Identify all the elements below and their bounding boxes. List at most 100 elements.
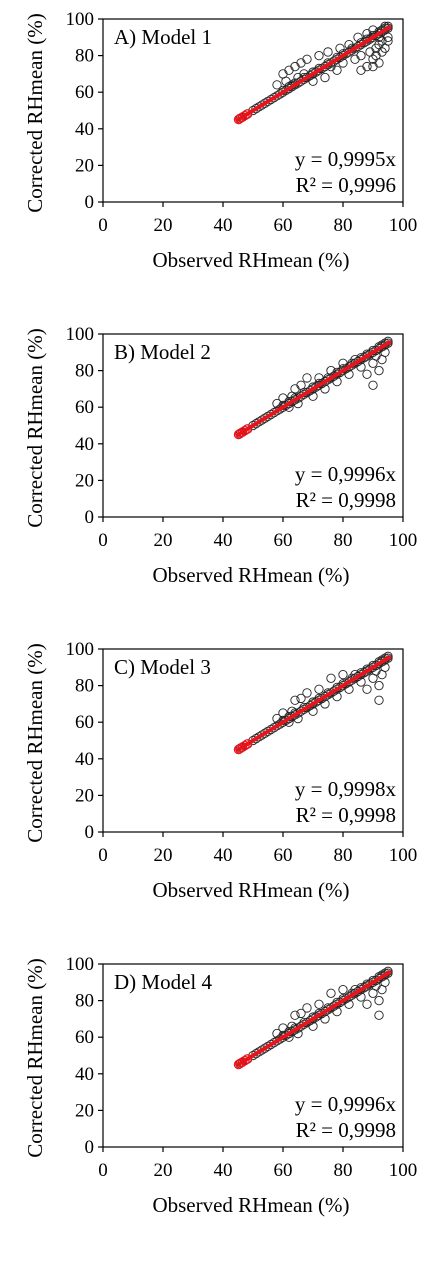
data-point <box>308 1021 318 1031</box>
y-tick-label: 80 <box>75 46 94 67</box>
data-point <box>380 977 390 987</box>
x-tick-label: 80 <box>334 1160 353 1181</box>
panel-label: C) Model 3 <box>114 655 211 679</box>
y-tick-label: 0 <box>85 507 95 528</box>
scatter-panel-4: 0 20 40 60 80 100 0 20 40 60 80 100 Observed RHmean … <box>23 954 417 1217</box>
data-point <box>362 981 372 991</box>
data-point <box>296 693 306 704</box>
data-point <box>284 65 294 75</box>
data-point <box>356 50 366 61</box>
r-squared-label: R² = 0,9996 <box>296 173 396 197</box>
data-point <box>308 76 318 86</box>
x-tick-label: 40 <box>214 530 233 551</box>
data-point <box>314 50 324 61</box>
data-point <box>296 380 306 390</box>
trendline <box>236 655 392 752</box>
regression-equation: y = 0,9998x <box>295 777 397 801</box>
data-point <box>356 65 366 75</box>
data-point <box>338 358 348 368</box>
data-point <box>272 1028 282 1039</box>
x-tick-label: 20 <box>154 1160 173 1181</box>
y-tick-label: 60 <box>75 1027 94 1048</box>
y-tick-label: 60 <box>75 712 94 733</box>
data-point <box>314 373 324 383</box>
y-tick-label: 100 <box>66 324 95 345</box>
x-tick-label: 20 <box>154 530 173 551</box>
data-point <box>383 36 393 46</box>
data-point <box>320 384 330 394</box>
plot-frame <box>102 963 404 1148</box>
x-tick-label: 80 <box>334 215 353 236</box>
y-tick-label: 100 <box>66 954 95 975</box>
x-tick-label: 60 <box>274 215 293 236</box>
y-tick-label: 40 <box>75 749 94 770</box>
data-point <box>326 365 336 376</box>
highlight-point <box>235 428 245 439</box>
x-axis-title: Observed RHmean (%) <box>152 1193 349 1217</box>
x-axis-title: Observed RHmean (%) <box>152 248 349 272</box>
scatter-panel-3: 0 20 40 60 80 100 0 20 40 60 80 100 Observed RHmean … <box>23 639 418 902</box>
x-tick-label: 40 <box>214 1160 233 1181</box>
x-tick-label: 0 <box>98 1160 108 1181</box>
data-point <box>272 80 282 90</box>
data-point <box>320 72 330 83</box>
data-point <box>362 999 372 1009</box>
data-point <box>272 398 282 409</box>
y-tick-label: 40 <box>75 434 94 455</box>
data-point <box>308 706 318 716</box>
highlight-point <box>240 1055 250 1066</box>
trendline <box>236 970 392 1067</box>
highlight-point <box>240 740 250 751</box>
highlight-point <box>235 113 245 124</box>
y-tick-label: 60 <box>75 397 94 418</box>
trendline <box>236 25 392 122</box>
y-tick-label: 20 <box>75 785 94 806</box>
y-tick-label: 80 <box>75 991 94 1012</box>
y-tick-label: 100 <box>66 9 95 30</box>
data-point <box>380 347 390 357</box>
x-tick-label: 60 <box>274 1160 293 1181</box>
data-point <box>332 1006 342 1017</box>
data-point <box>383 32 393 42</box>
highlight-point <box>242 739 253 749</box>
plot-frame <box>102 333 404 518</box>
y-tick-label: 80 <box>75 676 94 697</box>
y-tick-label: 0 <box>85 822 95 843</box>
data-point <box>278 1023 288 1033</box>
x-tick-label: 40 <box>214 215 233 236</box>
observed-points <box>236 651 393 753</box>
data-point <box>338 984 348 995</box>
x-tick-label: 80 <box>334 530 353 551</box>
data-point <box>377 47 387 57</box>
y-tick-label: 40 <box>75 119 94 140</box>
data-point <box>368 25 378 35</box>
data-point <box>308 391 318 401</box>
highlight-point <box>237 427 248 437</box>
regression-equation: y = 0,9996x <box>295 1092 397 1116</box>
data-point <box>302 373 312 383</box>
data-point <box>368 380 378 390</box>
y-tick-label: 40 <box>75 1064 94 1085</box>
x-tick-label: 80 <box>334 845 353 866</box>
x-tick-label: 100 <box>389 845 418 866</box>
x-tick-label: 40 <box>214 845 233 866</box>
highlight-point <box>235 743 245 754</box>
data-point <box>356 992 366 1002</box>
x-axis-title: Observed RHmean (%) <box>152 878 349 902</box>
data-point <box>353 32 363 42</box>
data-point <box>290 61 300 72</box>
x-tick-label: 0 <box>98 845 108 866</box>
y-axis-title: Corrected RHmean (%) <box>23 958 47 1157</box>
data-point <box>320 1014 330 1024</box>
data-point <box>314 684 324 694</box>
data-point <box>362 351 372 361</box>
data-point <box>344 999 354 1009</box>
y-axis-title: Corrected RHmean (%) <box>23 643 47 842</box>
x-tick-label: 0 <box>98 215 108 236</box>
data-point <box>374 680 384 691</box>
data-point <box>290 1010 300 1020</box>
data-point <box>338 669 348 680</box>
data-point <box>302 54 312 64</box>
y-tick-label: 0 <box>85 192 95 213</box>
regression-equation: y = 0,9996x <box>295 462 397 486</box>
